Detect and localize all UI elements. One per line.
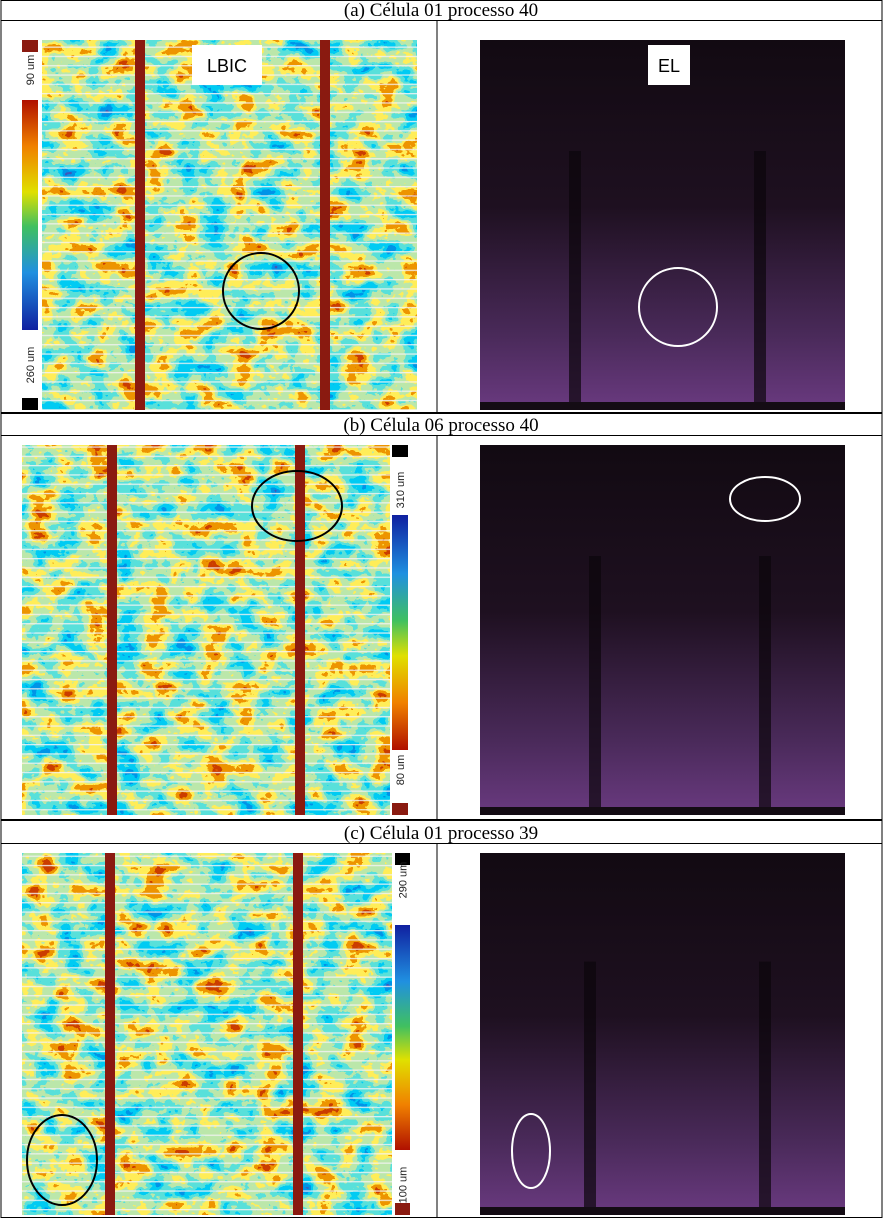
finger-lines xyxy=(22,445,390,815)
scale-bottom-label: 80 um xyxy=(395,755,407,786)
busbar xyxy=(107,445,117,815)
busbar xyxy=(320,40,330,410)
scale-top-label: 290 um xyxy=(398,862,410,899)
colorbar-end xyxy=(392,445,408,457)
busbar xyxy=(135,40,145,410)
page: {"rows": [ {"caption": "(a) Célula 01 pr… xyxy=(0,0,883,1218)
el-bottom-edge xyxy=(480,807,845,815)
scale-bottom-label: 260 um xyxy=(25,347,37,384)
el-image xyxy=(480,40,845,410)
el-bottom-edge xyxy=(480,402,845,410)
el-image xyxy=(480,445,845,815)
el-busbar-shadow xyxy=(759,962,771,1208)
el-busbar-shadow xyxy=(589,556,601,808)
busbar xyxy=(105,853,115,1215)
lbic-label: LBIC xyxy=(207,56,247,76)
colorbar-end xyxy=(22,398,38,410)
figure: (a) Célula 01 processo 40 90 um 260 um LBIC… xyxy=(0,0,883,1218)
busbar xyxy=(295,445,305,815)
el-label: EL xyxy=(658,56,680,76)
el-image xyxy=(480,853,845,1215)
el-busbar-shadow xyxy=(754,151,766,403)
scale-bottom-label: 100 um xyxy=(398,1167,410,1204)
el-busbar-shadow xyxy=(759,556,771,808)
colorbar xyxy=(395,925,410,1150)
caption: (c) Célula 01 processo 39 xyxy=(344,823,538,844)
colorbar-end xyxy=(395,1203,410,1215)
finger-lines xyxy=(42,40,417,410)
busbar xyxy=(293,853,303,1215)
el-busbar-shadow xyxy=(569,151,581,403)
scale-top-label: 90 um xyxy=(25,55,37,86)
el-bottom-edge xyxy=(480,1207,845,1215)
scale-top-label: 310 um xyxy=(395,472,407,509)
colorbar xyxy=(392,515,408,750)
finger-lines xyxy=(22,853,392,1215)
caption: (a) Célula 01 processo 40 xyxy=(344,0,538,21)
colorbar-end xyxy=(392,803,408,815)
el-busbar-shadow xyxy=(584,962,596,1208)
colorbar xyxy=(22,100,38,330)
caption: (b) Célula 06 processo 40 xyxy=(343,415,538,436)
colorbar-end xyxy=(22,40,38,52)
